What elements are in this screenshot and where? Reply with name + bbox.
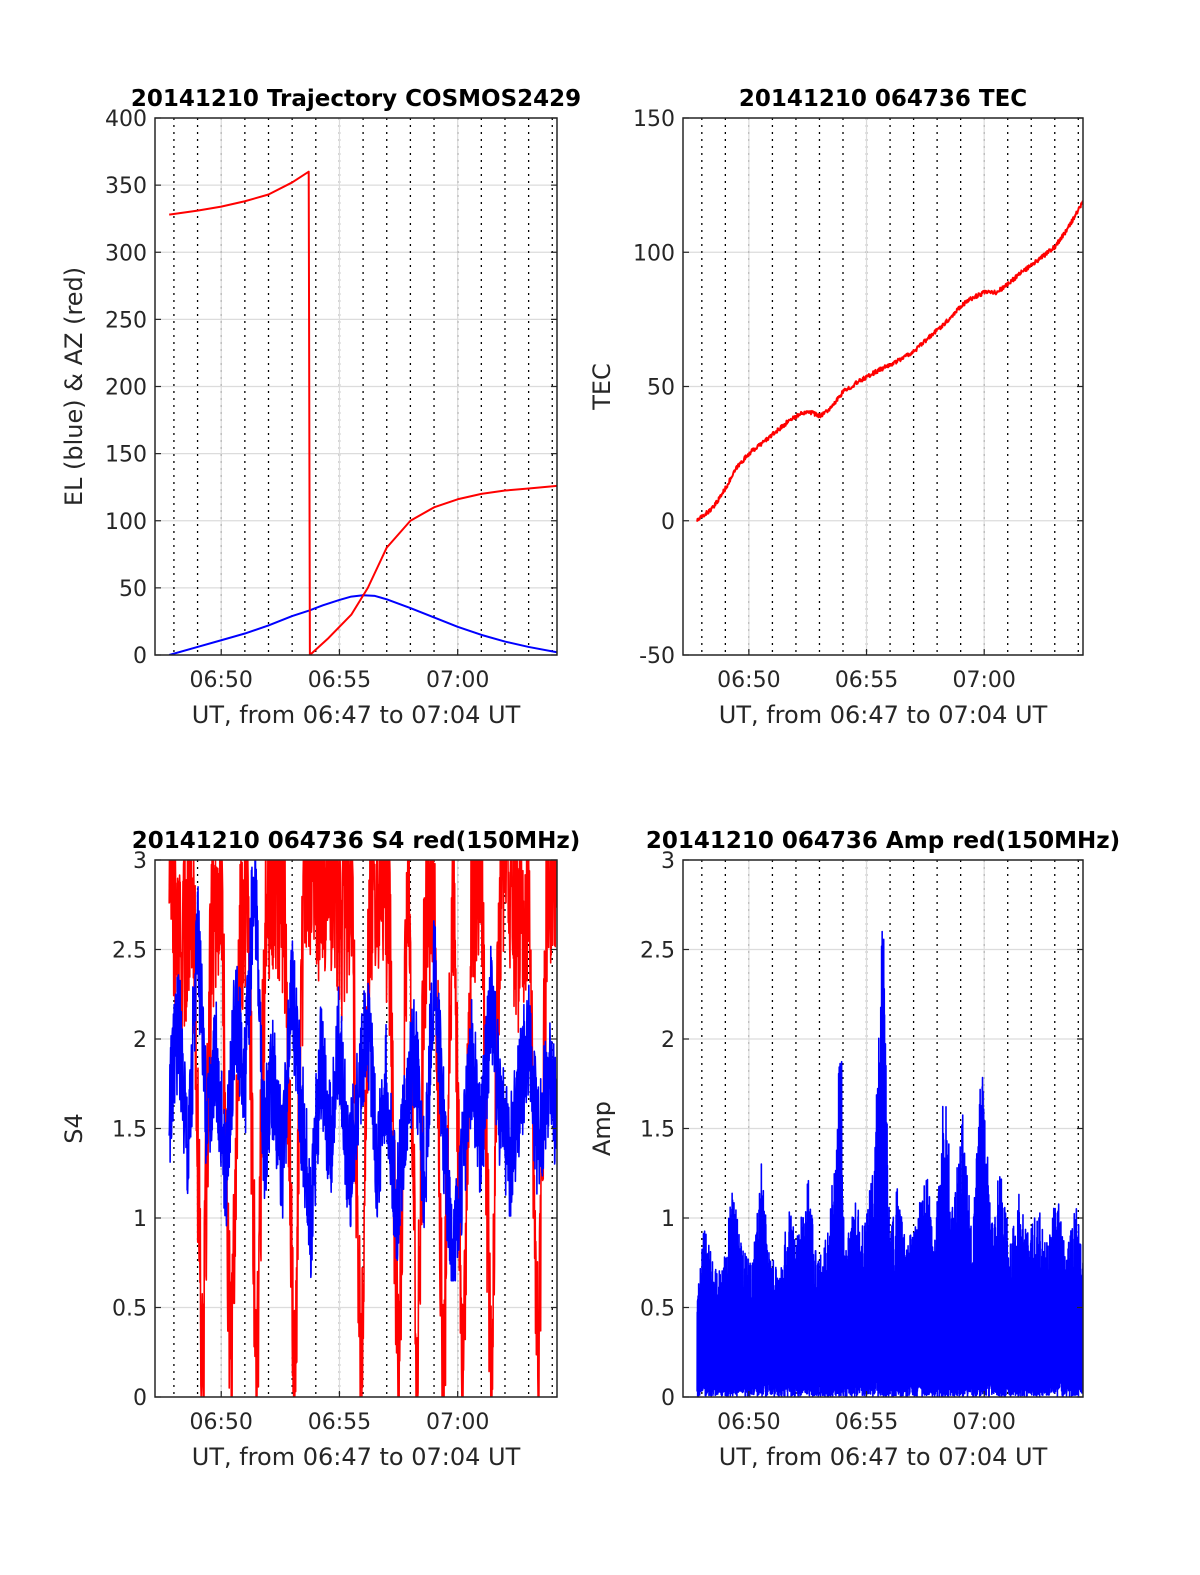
y-tick-label: 3: [661, 849, 675, 874]
y-tick-label: 3: [133, 849, 147, 874]
panel-amp: 0 0.5 1 1.5 2 2.5 3 06:50 06:55 07:00 20141210 06…: [588, 828, 1120, 1471]
y-tick-label: -50: [639, 644, 675, 669]
y-tick-label: 400: [105, 107, 147, 132]
x-tick-label: 06:50: [717, 668, 780, 693]
y-tick-label: 1.5: [640, 1118, 675, 1143]
x-axis-label-amp: UT, from 06:47 to 07:04 UT: [719, 1443, 1048, 1471]
chart-title-s4: 20141210 064736 S4 red(150MHz): [132, 828, 581, 854]
y-tick-label: 0: [133, 1386, 147, 1411]
x-tick-label: 07:00: [426, 668, 489, 693]
y-tick-label: 300: [105, 241, 147, 266]
y-tick-label: 0: [661, 1386, 675, 1411]
x-tick-label: 06:50: [190, 1410, 253, 1435]
series-line-blue: [696, 930, 1083, 1397]
y-tick-label: 2.5: [640, 939, 675, 964]
panel-s4: 0 0.5 1 1.5 2 2.5 3 06:50 06:55 07:00 20141210 06…: [60, 828, 580, 1471]
y-tick-label: 100: [633, 241, 675, 266]
y-tick-label: 0.5: [112, 1297, 147, 1322]
y-tick-label: 50: [119, 577, 147, 602]
y-tick-label: 1: [133, 1207, 147, 1232]
plot-area-s4: [168, 860, 557, 1397]
chart-title-amp: 20141210 064736 Amp red(150MHz): [646, 828, 1120, 854]
y-tick-label: 0: [661, 510, 675, 535]
y-tick-label: 150: [105, 443, 147, 468]
plot-area-trajectory: [168, 170, 557, 655]
x-tick-label: 06:50: [190, 668, 253, 693]
ticks-s4: 0 0.5 1 1.5 2 2.5 3 06:50 06:55 07:00: [112, 849, 557, 1435]
ticks-trajectory: 0 50 100 150 200 250 300 350 400 06:50 06:55 07:00: [105, 107, 557, 693]
y-tick-label: 250: [105, 308, 147, 333]
series-line-red: [169, 170, 557, 655]
y-tick-label: 2: [661, 1028, 675, 1053]
panel-tec: -50 0 50 100 150 06:50 06:55 07:00 20141210 064…: [588, 86, 1084, 729]
x-tick-label: 07:00: [952, 668, 1015, 693]
y-tick-label: 2.5: [112, 939, 147, 964]
plot-area-tec: [696, 200, 1083, 522]
series-line-red: [168, 860, 557, 1397]
x-tick-label: 06:55: [308, 668, 371, 693]
chart-title-tec: 20141210 064736 TEC: [739, 86, 1027, 112]
y-tick-label: 1.5: [112, 1118, 147, 1143]
x-axis-label-trajectory: UT, from 06:47 to 07:04 UT: [192, 701, 521, 729]
x-tick-label: 07:00: [426, 1410, 489, 1435]
y-tick-label: 350: [105, 174, 147, 199]
ticks-tec: -50 0 50 100 150 06:50 06:55 07:00: [633, 107, 1083, 693]
y-axis-label-tec: TEC: [588, 363, 616, 411]
series-line-blue: [168, 860, 557, 1282]
y-tick-label: 200: [105, 376, 147, 401]
y-tick-label: 0: [133, 644, 147, 669]
series-line-red: [696, 200, 1083, 522]
chart-title-trajectory: 20141210 Trajectory COSMOS2429: [131, 86, 581, 112]
x-axis-label-tec: UT, from 06:47 to 07:04 UT: [719, 701, 1048, 729]
y-tick-label: 0.5: [640, 1297, 675, 1322]
y-tick-label: 1: [661, 1207, 675, 1232]
y-tick-label: 150: [633, 107, 675, 132]
x-tick-label: 06:50: [717, 1410, 780, 1435]
series-line-blue: [168, 594, 557, 655]
x-tick-label: 06:55: [835, 668, 898, 693]
plot-area-amp: [696, 930, 1083, 1397]
x-axis-label-s4: UT, from 06:47 to 07:04 UT: [192, 1443, 521, 1471]
ticks-amp: 0 0.5 1 1.5 2 2.5 3 06:50 06:55 07:00: [640, 849, 1083, 1435]
grid-tec: [683, 117, 1083, 656]
y-axis-label-s4: S4: [60, 1113, 88, 1144]
x-tick-label: 06:55: [835, 1410, 898, 1435]
y-tick-label: 100: [105, 510, 147, 535]
y-tick-label: 2: [133, 1028, 147, 1053]
y-axis-label-trajectory: EL (blue) & AZ (red): [60, 267, 88, 506]
grid-trajectory: [155, 117, 557, 656]
y-axis-label-amp: Amp: [588, 1101, 616, 1156]
x-tick-label: 06:55: [308, 1410, 371, 1435]
x-tick-label: 07:00: [952, 1410, 1015, 1435]
y-tick-label: 50: [647, 376, 675, 401]
